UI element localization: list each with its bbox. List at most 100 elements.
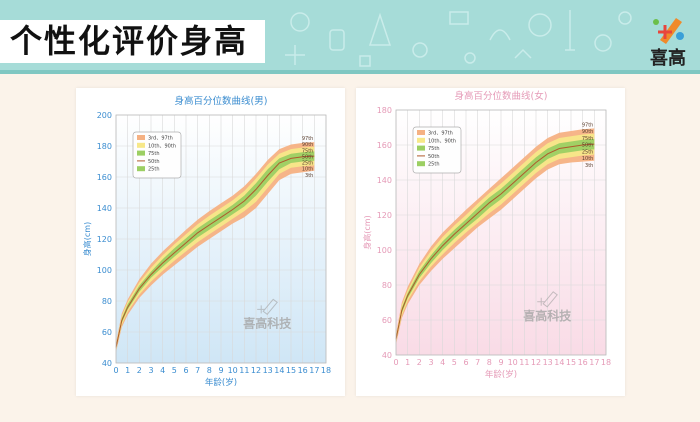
girls-legend-swatch — [417, 145, 425, 151]
boys-watermark-text: 喜高科技 — [243, 315, 292, 330]
boys-x-tick-label: 4 — [160, 366, 165, 375]
girls-legend-label: 25th — [428, 162, 440, 168]
boys-y-tick-label: 140 — [97, 204, 112, 213]
girls-band-10-90 — [396, 133, 595, 343]
girls-x-tick-label: 13 — [543, 358, 553, 367]
brand-pencil-icon — [653, 18, 684, 44]
boys-x-tick-label: 15 — [286, 366, 296, 375]
girls-x-tick-label: 6 — [463, 358, 468, 367]
girls-x-tick-label: 8 — [487, 358, 492, 367]
boys-x-tick-label: 13 — [263, 366, 273, 375]
girls-legend-swatch — [417, 137, 425, 143]
boys-x-tick-label: 17 — [309, 366, 319, 375]
boys-x-tick-label: 14 — [274, 366, 284, 375]
girls-legend-label: 50th — [428, 154, 440, 160]
boys-legend-label: 25th — [148, 167, 160, 173]
girls-x-tick-label: 4 — [440, 358, 445, 367]
boys-legend-swatch — [137, 135, 145, 140]
girls-chart-card: 0 1 2 3 4 5 6 7 8 9 10 11 12 13 14 15 16 17 18 40 60 80 100 120… — [356, 88, 625, 396]
boys-x-tick-label: 7 — [195, 366, 200, 375]
girls-y-axis-label: 身高(cm) — [362, 215, 372, 249]
girls-x-tick-label: 9 — [498, 358, 503, 367]
girls-percentile-label: 25th — [582, 149, 594, 155]
girls-y-tick-label: 100 — [377, 246, 392, 255]
header-banner: 个性化评价身高 喜高 — [0, 0, 700, 74]
girls-y-tick-label: 160 — [377, 141, 392, 150]
boys-x-tick-label: 16 — [298, 366, 308, 375]
boys-x-tick-label: 18 — [321, 366, 331, 375]
girls-x-tick-label: 1 — [405, 358, 410, 367]
boys-x-tick-label: 10 — [228, 366, 238, 375]
girls-x-tick-label: 18 — [601, 358, 611, 367]
boys-x-tick-label: 6 — [183, 366, 188, 375]
girls-y-tick-label: 140 — [377, 176, 392, 185]
boys-percentile-label: 97th — [302, 136, 314, 142]
boys-median-line — [115, 155, 315, 348]
boys-y-tick-label: 160 — [97, 173, 112, 182]
girls-percentile-label: 50th — [582, 143, 594, 149]
girls-percentile-label: 3th — [585, 163, 593, 169]
girls-legend-swatch — [417, 130, 425, 135]
girls-y-tick-label: 40 — [382, 351, 392, 360]
boys-x-axis-label: 年龄(岁) — [205, 377, 237, 388]
boys-height-chart: 0 1 2 3 4 5 6 7 8 9 10 11 12 13 14 15 16 17 18406080100120… — [82, 95, 331, 388]
boys-band-3-97 — [116, 142, 315, 353]
title-background — [0, 20, 265, 63]
girls-chart-title: 身高百分位数曲线(女) — [455, 90, 548, 102]
girls-x-tick-label: 15 — [566, 358, 576, 367]
boys-x-tick-label: 8 — [207, 366, 212, 375]
boys-y-tick-label: 80 — [102, 297, 112, 306]
girls-legend-label: 75th — [428, 146, 440, 152]
girls-y-tick-label: 60 — [382, 316, 392, 325]
boys-percentile-label: 10th — [302, 167, 314, 173]
boys-x-tick-label: 0 — [113, 366, 118, 375]
boys-plot-frame — [115, 114, 327, 364]
girls-x-tick-label: 7 — [475, 358, 480, 367]
boys-band-10-90 — [116, 146, 315, 351]
boys-watermark-icon — [257, 298, 278, 316]
boys-x-tick-label: 11 — [239, 366, 249, 375]
boys-legend-label: 75th — [148, 151, 160, 157]
boys-y-tick-label: 60 — [102, 328, 112, 337]
boys-percentile-label: 90th — [302, 142, 314, 148]
boys-legend-label: 10th、90th — [148, 143, 176, 149]
boys-percentile-label: 50th — [302, 154, 314, 160]
boys-x-tick-label: 3 — [148, 366, 153, 375]
boys-legend-swatch — [137, 150, 145, 156]
boys-percentile-label: 75th — [302, 148, 314, 154]
girls-y-tick-label: 120 — [377, 211, 392, 220]
boys-y-tick-label: 40 — [102, 359, 112, 368]
girls-legend-label: 10th、90th — [428, 138, 456, 144]
girls-x-tick-label: 12 — [531, 358, 541, 367]
girls-percentile-label: 90th — [582, 129, 594, 135]
girls-percentile-label: 97th — [582, 122, 594, 128]
boys-legend-swatch — [137, 166, 145, 172]
girls-x-axis-label: 年龄(岁) — [485, 369, 517, 380]
boys-legend-label: 3rd、97th — [148, 136, 173, 142]
boys-y-tick-label: 100 — [97, 266, 112, 275]
girls-x-tick-label: 0 — [393, 358, 398, 367]
boys-y-tick-label: 200 — [97, 111, 112, 120]
brand-logo: 喜高 — [640, 12, 696, 70]
boys-x-tick-label: 2 — [137, 366, 142, 375]
boys-percentile-label: 25th — [302, 161, 314, 167]
girls-x-tick-label: 16 — [578, 358, 588, 367]
girls-y-tick-label: 180 — [377, 106, 392, 115]
girls-x-tick-label: 17 — [589, 358, 599, 367]
boys-y-tick-label: 180 — [97, 142, 112, 151]
boys-x-tick-label: 12 — [251, 366, 261, 375]
girls-percentile-label: 75th — [582, 136, 594, 142]
girls-legend-label: 3rd、97th — [428, 131, 453, 137]
girls-x-tick-label: 14 — [554, 358, 564, 367]
girls-legend-swatch — [417, 161, 425, 167]
science-pattern-background — [285, 10, 632, 67]
boys-percentile-label: 3th — [305, 173, 313, 179]
banner-divider — [0, 70, 700, 74]
girls-y-tick-label: 80 — [382, 281, 392, 290]
boys-legend-label: 50th — [148, 159, 160, 165]
boys-y-axis-label: 身高(cm) — [82, 222, 92, 256]
girls-x-tick-label: 5 — [452, 358, 457, 367]
page-title: 个性化评价身高 — [10, 22, 249, 60]
girls-watermark-icon — [537, 291, 558, 308]
girls-x-tick-label: 10 — [508, 358, 518, 367]
